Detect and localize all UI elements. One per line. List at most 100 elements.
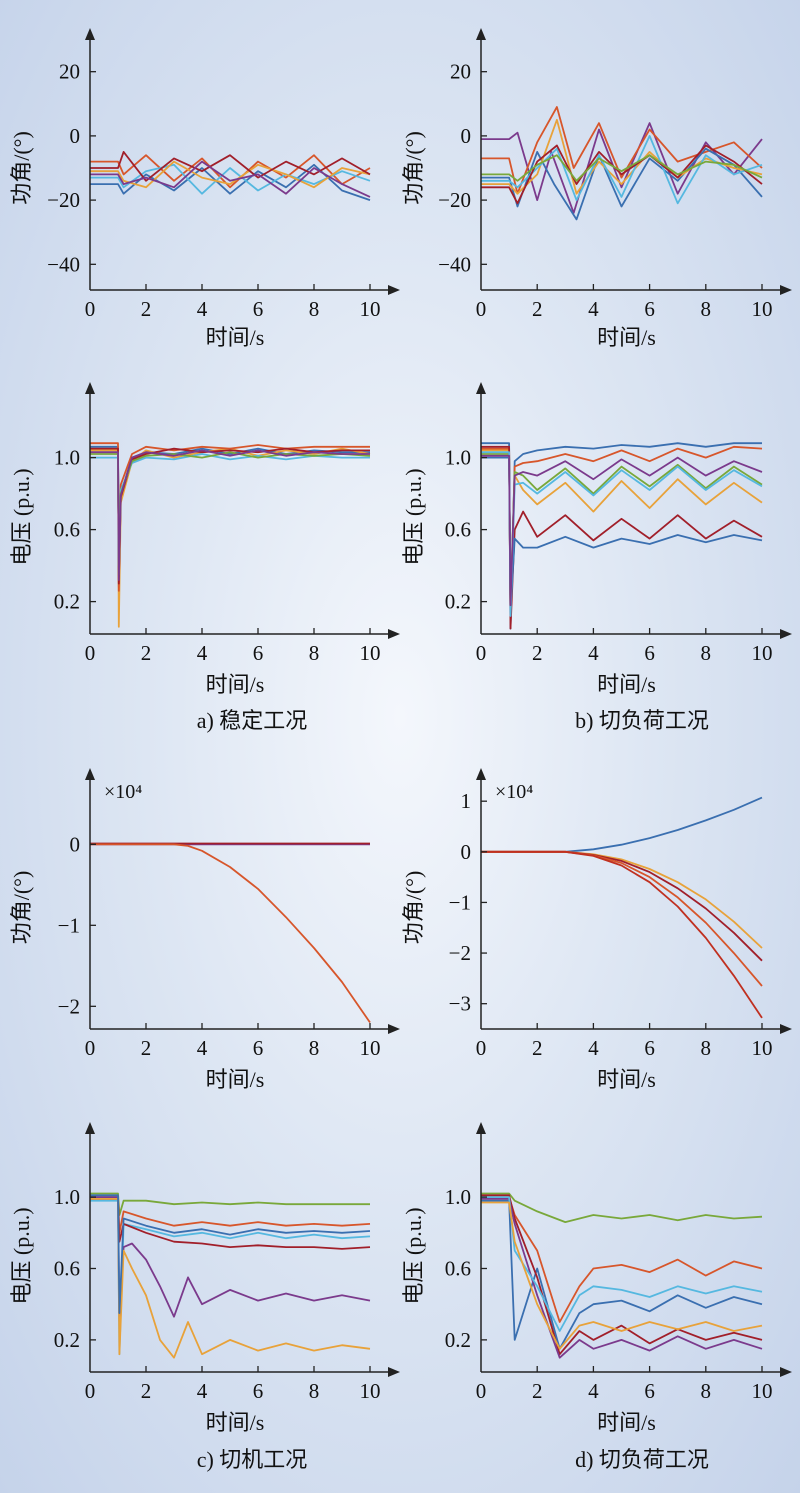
x-tick-label: 0	[476, 1036, 487, 1060]
x-axis-arrow	[780, 1024, 792, 1034]
y-axis-arrow	[476, 1122, 486, 1134]
series-line	[90, 1199, 371, 1356]
series-line	[90, 445, 370, 589]
series-line	[481, 144, 763, 205]
x-tick-label: 2	[141, 297, 152, 321]
x-tick-label: 4	[197, 1036, 208, 1060]
series-line	[90, 453, 370, 567]
x-tick-label: 2	[532, 1036, 543, 1060]
y-axis-arrow	[476, 382, 486, 394]
chart-a-angle: 0 2 4 6 8 10 20 0 −20 −40 时间/s 功角/(°)	[9, 28, 400, 350]
series-line	[481, 454, 763, 607]
y-tick-label: 0	[70, 832, 81, 856]
y-tick-label: −20	[47, 188, 80, 212]
series-line	[481, 118, 763, 195]
x-tick-label: 2	[532, 297, 543, 321]
x-tick-label: 2	[141, 641, 152, 665]
series-line	[90, 1194, 371, 1314]
y-tick-label: 1.0	[54, 1185, 80, 1209]
series-line	[90, 843, 371, 1024]
x-tick-label: 6	[644, 641, 655, 665]
y-tick-label: 0	[461, 840, 472, 864]
series-line	[481, 796, 763, 853]
x-axis-label: 时间/s	[206, 672, 265, 697]
x-tick-label: 8	[701, 297, 712, 321]
y-tick-label: 1.0	[54, 446, 80, 470]
x-tick-label: 4	[588, 1379, 599, 1403]
x-tick-label: 8	[309, 297, 320, 321]
series-line	[481, 1194, 763, 1356]
x-tick-label: 0	[85, 297, 96, 321]
x-tick-label: 2	[141, 1379, 152, 1403]
series-line	[481, 1201, 763, 1350]
series-line	[481, 1196, 763, 1332]
caption-a: a) 稳定工况	[197, 708, 308, 733]
x-tick-label: 0	[85, 641, 96, 665]
series-line	[481, 850, 763, 962]
series-line	[481, 453, 763, 603]
series-line	[481, 1192, 763, 1223]
y-tick-label: 1	[461, 789, 472, 813]
chart-b-angle: 0 2 4 6 8 10 20 0 −20 −40 时间/s 功角/(°)	[401, 28, 792, 350]
series-line	[481, 134, 763, 205]
x-tick-label: 8	[309, 1379, 320, 1403]
chart-c-voltage: 0 2 4 6 8 10 1.0 0.6 0.2 时间/s 电压 (p.u.)	[9, 1122, 400, 1435]
series-line	[481, 122, 763, 214]
x-tick-label: 4	[588, 1036, 599, 1060]
x-axis-label: 时间/s	[206, 325, 265, 350]
x-tick-label: 0	[85, 1036, 96, 1060]
y-tick-label: −2	[58, 994, 80, 1018]
x-tick-label: 6	[644, 297, 655, 321]
y-tick-label: −40	[47, 252, 80, 276]
x-axis-arrow	[780, 285, 792, 295]
x-axis-arrow	[388, 285, 400, 295]
caption-c: c) 切机工况	[197, 1447, 308, 1472]
y-multiplier: ×10⁴	[104, 781, 142, 803]
y-axis-arrow	[85, 382, 95, 394]
x-axis-arrow	[780, 1367, 792, 1377]
y-axis-label: 功角/(°)	[9, 131, 34, 205]
series-line	[481, 1198, 763, 1359]
y-tick-label: 0.2	[54, 590, 80, 614]
y-tick-label: 0.6	[445, 1256, 471, 1280]
x-tick-label: 4	[588, 641, 599, 665]
x-tick-label: 6	[253, 1379, 264, 1403]
y-tick-label: −3	[449, 992, 471, 1016]
y-tick-label: −1	[58, 913, 80, 937]
x-tick-label: 0	[476, 641, 487, 665]
x-tick-label: 4	[588, 297, 599, 321]
series-line	[90, 1192, 370, 1216]
y-tick-label: 20	[450, 60, 471, 84]
caption-d: d) 切负荷工况	[575, 1447, 709, 1472]
series-line	[90, 1196, 371, 1323]
x-tick-label: 4	[197, 1379, 208, 1403]
y-axis-label: 功角/(°)	[9, 871, 34, 945]
y-axis-arrow	[85, 768, 95, 780]
x-axis-label: 时间/s	[597, 672, 656, 697]
series-line	[90, 447, 370, 585]
series-line	[90, 150, 371, 182]
x-tick-label: 10	[360, 1379, 381, 1403]
y-tick-label: 0.6	[445, 518, 471, 542]
series-line	[90, 160, 371, 189]
y-axis-arrow	[476, 28, 486, 40]
y-tick-label: 0.6	[54, 1256, 80, 1280]
x-tick-label: 8	[309, 1036, 320, 1060]
x-tick-label: 4	[197, 641, 208, 665]
y-tick-label: −2	[449, 941, 471, 965]
series-line	[481, 850, 763, 1019]
series-line	[90, 154, 371, 189]
y-tick-label: −1	[449, 890, 471, 914]
y-axis-arrow	[85, 1122, 95, 1134]
x-tick-label: 0	[476, 1379, 487, 1403]
series-line	[481, 1199, 763, 1350]
y-tick-label: 0	[70, 124, 81, 148]
chart-a-voltage: 0 2 4 6 8 10 1.0 0.6 0.2 时间/s 电压 (p.u.)	[9, 382, 400, 697]
x-tick-label: 2	[532, 641, 543, 665]
caption-b: b) 切负荷工况	[575, 708, 709, 733]
y-tick-label: 0	[461, 124, 472, 148]
x-tick-label: 6	[253, 1036, 264, 1060]
x-tick-label: 0	[476, 297, 487, 321]
x-axis-label: 时间/s	[597, 1067, 656, 1092]
